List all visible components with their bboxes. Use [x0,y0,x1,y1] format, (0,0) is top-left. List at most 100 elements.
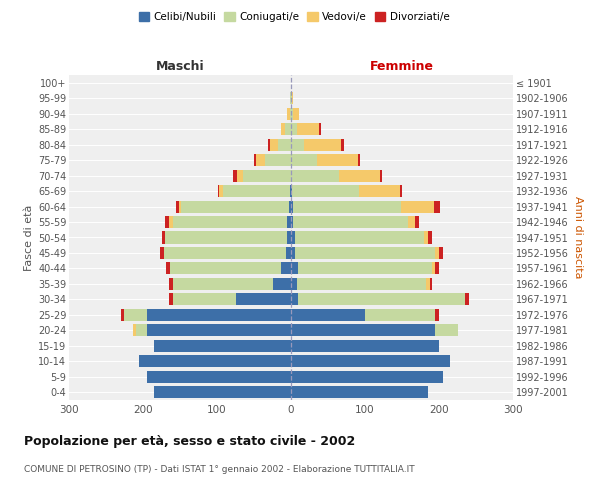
Bar [291,216,293,228]
Bar [290,108,291,120]
Bar [181,200,289,212]
Bar [291,262,298,274]
Bar [341,138,344,150]
Bar [161,232,165,243]
Bar [154,340,291,352]
Bar [291,92,292,104]
Bar [287,232,291,243]
Bar [339,170,380,181]
Bar [304,138,341,150]
Bar [290,185,291,197]
Bar [243,170,291,181]
Bar [401,200,434,212]
Bar [233,170,237,181]
Bar [297,278,427,290]
Bar [297,123,319,135]
Bar [291,356,450,368]
Bar [291,324,436,336]
Bar [291,154,317,166]
Bar [293,200,401,212]
Bar [289,200,291,212]
Bar [298,262,431,274]
Bar [291,200,293,212]
Bar [179,200,181,212]
Bar [169,278,173,290]
Bar [291,278,297,290]
Bar [254,154,256,166]
Bar [436,309,439,321]
Bar [436,262,439,274]
Bar [380,170,382,181]
Bar [298,294,465,306]
Bar [291,170,339,181]
Bar [166,262,170,274]
Bar [160,247,164,259]
Bar [291,232,295,243]
Bar [365,309,436,321]
Bar [272,278,291,290]
Bar [270,138,278,150]
Bar [424,232,428,243]
Bar [427,278,430,290]
Text: COMUNE DI PETROSINO (TP) - Dati ISTAT 1° gennaio 2002 - Elaborazione TUTTITALIA.: COMUNE DI PETROSINO (TP) - Dati ISTAT 1°… [24,465,415,474]
Y-axis label: Fasce di età: Fasce di età [23,204,34,270]
Bar [295,232,424,243]
Bar [436,247,439,259]
Bar [146,324,291,336]
Bar [278,138,291,150]
Bar [165,216,169,228]
Bar [319,123,322,135]
Bar [290,92,291,104]
Bar [286,247,291,259]
Bar [218,185,219,197]
Bar [291,309,365,321]
Bar [291,123,297,135]
Bar [285,123,291,135]
Bar [146,309,291,321]
Bar [223,185,290,197]
Bar [431,262,436,274]
Bar [408,216,415,228]
Bar [154,386,291,398]
Bar [169,294,173,306]
Bar [291,386,428,398]
Bar [165,232,287,243]
Bar [287,216,291,228]
Bar [219,185,223,197]
Text: Popolazione per età, sesso e stato civile - 2002: Popolazione per età, sesso e stato civil… [24,435,355,448]
Legend: Celibi/Nubili, Coniugati/e, Vedovi/e, Divorziati/e: Celibi/Nubili, Coniugati/e, Vedovi/e, Di… [134,8,454,26]
Bar [265,154,291,166]
Bar [317,154,358,166]
Bar [281,123,285,135]
Bar [139,356,291,368]
Bar [293,108,299,120]
Text: Femmine: Femmine [370,60,434,72]
Bar [434,200,440,212]
Text: Maschi: Maschi [155,60,205,72]
Bar [291,371,443,383]
Bar [291,294,298,306]
Bar [436,324,458,336]
Bar [121,309,124,321]
Bar [287,108,290,120]
Bar [291,247,295,259]
Bar [292,185,359,197]
Bar [430,278,433,290]
Y-axis label: Anni di nascita: Anni di nascita [573,196,583,279]
Bar [291,138,304,150]
Bar [235,294,291,306]
Bar [415,216,419,228]
Bar [164,247,286,259]
Bar [400,185,402,197]
Bar [293,216,408,228]
Bar [170,262,281,274]
Bar [256,154,265,166]
Bar [439,247,443,259]
Bar [358,154,360,166]
Bar [281,262,291,274]
Bar [295,247,436,259]
Bar [428,232,431,243]
Bar [176,200,179,212]
Bar [136,324,146,336]
Bar [359,185,400,197]
